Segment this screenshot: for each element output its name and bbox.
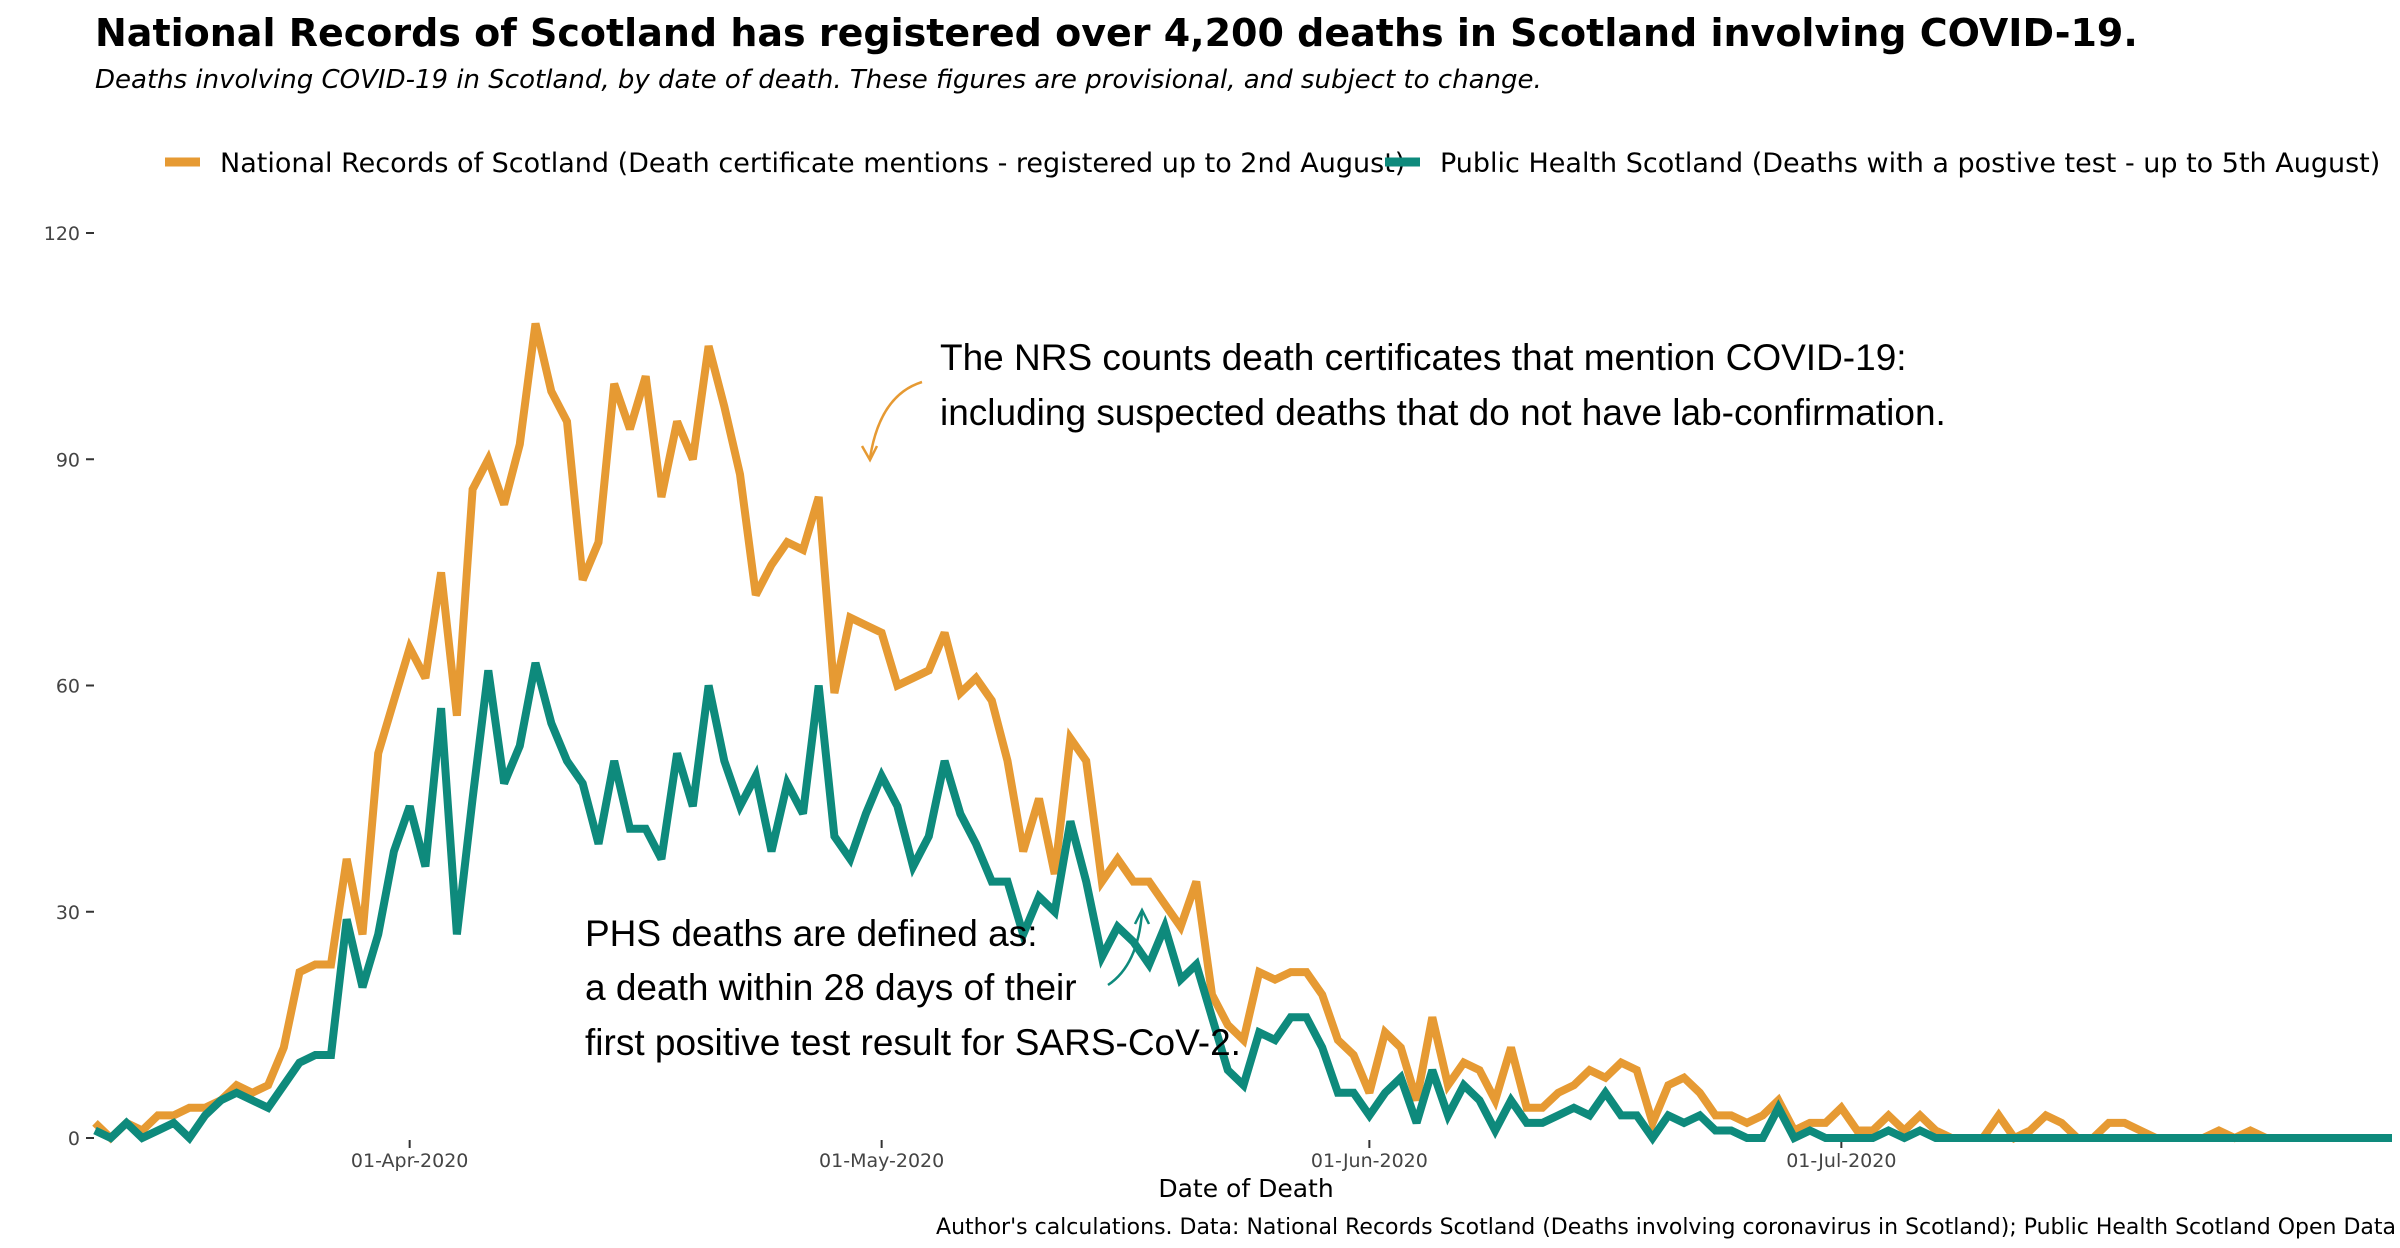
annotation-phs-line-2: a death within 28 days of their [585, 967, 1077, 1008]
y-tick-label: 30 [56, 902, 80, 924]
caption: Author's calculations. Data: National Re… [936, 1215, 2396, 1240]
x-axis: 01-Apr-2020 01-May-2020 01-Jun-2020 01-Jul-… [351, 1140, 1896, 1172]
x-axis-label: Date of Death [1158, 1174, 1333, 1203]
annotation-phs-line-3: first positive test result for SARS-CoV-… [585, 1022, 1241, 1063]
x-tick-label: 01-Jul-2020 [1786, 1150, 1896, 1172]
chart-subtitle: Deaths involving COVID-19 in Scotland, b… [95, 65, 1542, 95]
series-line-nrs [92, 322, 2268, 1144]
x-tick-label: 01-May-2020 [819, 1150, 944, 1172]
legend: National Records of Scotland (Death cert… [165, 148, 2380, 179]
annotation-phs-arrowhead [1133, 907, 1151, 925]
annotation-nrs-arrowhead [860, 445, 879, 463]
x-tick-label: 01-Jun-2020 [1311, 1150, 1428, 1172]
y-tick-label: 120 [44, 223, 80, 245]
annotation-phs-line-1: PHS deaths are defined as: [585, 913, 1038, 954]
legend-label-nrs: National Records of Scotland (Death cert… [220, 148, 1405, 179]
y-tick-label: 60 [56, 676, 80, 698]
series-lines [92, 322, 2392, 1145]
annotation-phs-arrow [1107, 911, 1144, 987]
annotation-nrs-arrow [868, 380, 923, 459]
series-line-phs [93, 661, 2392, 1145]
chart-title: National Records of Scotland has registe… [95, 11, 2138, 55]
y-axis: 0 30 60 90 120 [44, 223, 94, 1150]
x-tick-label: 01-Apr-2020 [351, 1150, 468, 1172]
annotation-nrs-line-2: including suspected deaths that do not h… [940, 392, 1946, 433]
y-tick-label: 0 [68, 1128, 80, 1150]
annotation-nrs: The NRS counts death certificates that m… [860, 337, 1946, 463]
annotation-phs: PHS deaths are defined as: a death withi… [585, 907, 1241, 1063]
annotation-nrs-line-1: The NRS counts death certificates that m… [940, 337, 1907, 378]
legend-label-phs: Public Health Scotland (Deaths with a po… [1440, 148, 2380, 179]
y-tick-label: 90 [56, 449, 80, 471]
